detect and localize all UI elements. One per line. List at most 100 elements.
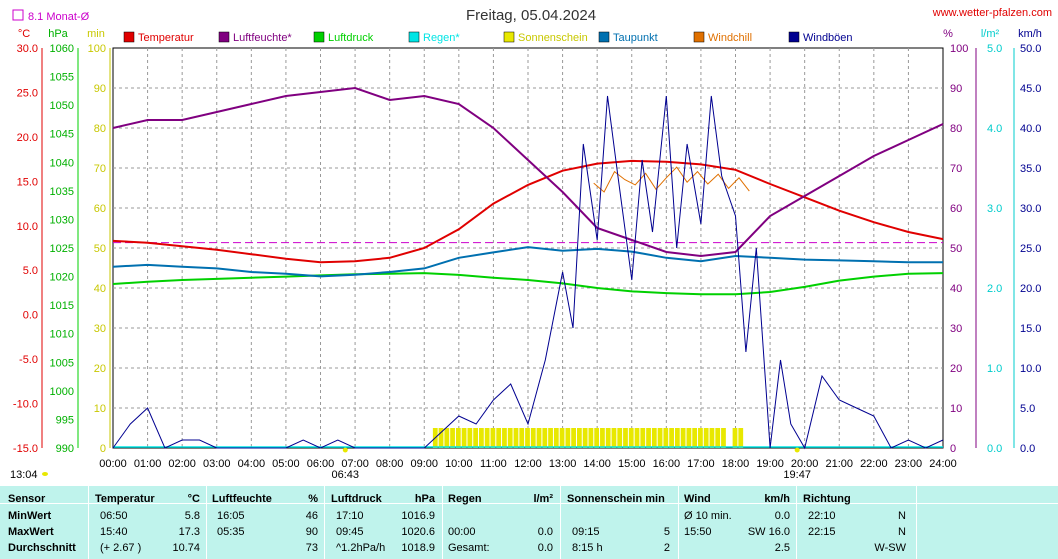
sunshine-bar — [571, 428, 576, 448]
sun-axis-tick: 0 — [100, 443, 106, 455]
humidity-axis-tick: 30 — [950, 323, 962, 335]
humidity-axis-tick: 20 — [950, 363, 962, 375]
sunshine-bar — [542, 428, 548, 448]
table-cell-rain: 0.0 — [537, 526, 553, 538]
sunshine-bar — [634, 428, 640, 448]
legend-label: Temperatur — [138, 32, 194, 44]
table-column-divider — [88, 486, 89, 559]
sunshine-bar — [513, 428, 519, 448]
legend-swatch — [503, 31, 515, 43]
table-cell-pressure-time: 17:10 — [336, 510, 364, 522]
pressure-axis-tick: 1050 — [50, 100, 74, 112]
sun-axis-tick: 20 — [94, 363, 106, 375]
humidity-axis-tick: 10 — [950, 403, 962, 415]
table-cell-pressure: 1016.9 — [401, 510, 435, 522]
x-tick-label: 06:00 — [307, 458, 335, 470]
sun-axis-tick: 50 — [94, 243, 106, 255]
x-tick-label: 10:00 — [445, 458, 473, 470]
table-row-label: MaxWert — [8, 526, 54, 538]
sunshine-bar — [692, 428, 698, 448]
sunshine-bar — [582, 428, 588, 448]
table-cell-humidity: 46 — [305, 510, 318, 522]
source-link[interactable]: www.wetter-pfalzen.com — [932, 7, 1052, 19]
table-cell-pressure-time: ^1.2hPa/h — [336, 542, 386, 554]
pressure-axis-tick: 995 — [56, 414, 74, 426]
legend-swatch — [313, 31, 325, 43]
table-cell-rain-time: 00:00 — [448, 526, 476, 538]
series-line-temperatur — [112, 159, 944, 264]
legend-swatch — [123, 31, 135, 43]
sunshine-bar — [467, 428, 473, 448]
table-cell-temp-time: 06:50 — [100, 510, 128, 522]
sun-axis-tick: 90 — [94, 83, 106, 95]
table-cell-sunshine-time: 09:15 — [572, 526, 600, 538]
axis-unit-label: hPa — [48, 28, 68, 40]
sunshine-bar — [715, 428, 721, 448]
sunshine-bar — [565, 428, 571, 448]
table-cell-wind-time: 15:50 — [684, 526, 712, 538]
table-cell-direction: W-SW — [874, 542, 906, 554]
rain-axis-tick: 5.0 — [987, 43, 1002, 55]
sunshine-bar — [628, 428, 634, 448]
axis-unit-label: °C — [18, 28, 30, 40]
x-tick-label: 03:00 — [203, 458, 231, 470]
legend-label: Taupunkt — [613, 32, 658, 44]
x-tick-label: 21:00 — [825, 458, 853, 470]
sun-axis-tick: 80 — [94, 123, 106, 135]
pressure-axis-tick: 1055 — [50, 72, 74, 84]
table-cell-wind: 0.0 — [774, 510, 790, 522]
x-tick-label: 17:00 — [687, 458, 715, 470]
pressure-axis-tick: 1015 — [50, 300, 74, 312]
wind-axis-tick: 30.0 — [1020, 203, 1041, 215]
table-header-rain: Regen — [448, 493, 482, 505]
sunrise-time: 06:43 — [332, 469, 360, 481]
sunshine-bar — [686, 428, 692, 448]
table-cell-direction: N — [898, 526, 906, 538]
table-header-pressure: Luftdruck — [331, 493, 382, 505]
x-tick-label: 11:00 — [480, 458, 507, 470]
legend-label: Windböen — [803, 32, 853, 44]
x-tick-label: 00:00 — [99, 458, 127, 470]
chart-title: Freitag, 05.04.2024 — [466, 7, 596, 24]
sunshine-bar — [646, 428, 651, 448]
x-tick-label: 07:00 — [341, 458, 369, 470]
table-cell-sunshine: 2 — [663, 542, 670, 554]
x-tick-label: 08:00 — [376, 458, 404, 470]
table-cell-wind: 2.5 — [774, 542, 790, 554]
table-column-divider — [206, 486, 207, 559]
sunshine-bar — [502, 428, 507, 448]
sunshine-bar — [721, 428, 726, 448]
sunshine-bar — [698, 428, 703, 448]
axis-unit-label: % — [943, 28, 953, 40]
table-cell-temp: 5.8 — [184, 510, 200, 522]
sun-axis-tick: 60 — [94, 203, 106, 215]
table-cell-pressure-time: 09:45 — [336, 526, 364, 538]
sunshine-bar — [519, 428, 525, 448]
table-cell-humidity-time: 05:35 — [217, 526, 245, 538]
temp-axis-tick: 15.0 — [17, 176, 38, 188]
sun-axis-tick: 40 — [94, 283, 106, 295]
weather-chart: 30.0 25.0 20.0 15.0 10.0 5.0 0.0 -5.0 -10.0 -15.0… — [10, 7, 1052, 481]
table-cell-rain-time: Gesamt: — [448, 542, 490, 554]
legend-label: Luftdruck — [328, 32, 374, 44]
table-header-wind: Wind — [684, 493, 711, 505]
table-cell-direction: N — [898, 510, 906, 522]
sunset-time: 19:47 — [783, 469, 811, 481]
x-tick-label: 22:00 — [860, 458, 888, 470]
sunshine-bar — [484, 428, 490, 448]
sunshine-bar — [588, 428, 594, 448]
axis-unit-label: l/m² — [981, 28, 1000, 40]
table-header-temp-unit: °C — [187, 493, 200, 505]
wind-axis-tick: 5.0 — [1020, 403, 1035, 415]
x-tick-label: 05:00 — [272, 458, 300, 470]
pressure-axis-tick: 1045 — [50, 129, 74, 141]
sunshine-bar — [623, 428, 628, 448]
x-tick-label: 19:00 — [756, 458, 784, 470]
table-column-divider — [442, 486, 443, 559]
table-row-label: MinWert — [8, 510, 52, 522]
table-cell-temp: 17.3 — [178, 526, 200, 538]
table-row-label: Durchschnitt — [8, 542, 76, 554]
sunshine-bar — [680, 428, 686, 448]
table-header-wind-unit: km/h — [764, 493, 790, 505]
pressure-axis-tick: 1035 — [50, 186, 74, 198]
